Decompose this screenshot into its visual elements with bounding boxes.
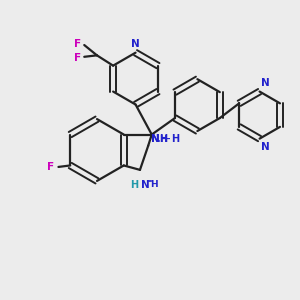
Text: H: H [159, 135, 167, 144]
Text: H: H [159, 134, 167, 144]
Text: H: H [171, 134, 179, 144]
Text: F: F [47, 162, 54, 172]
Text: F: F [74, 53, 81, 63]
Text: N: N [151, 134, 159, 144]
Text: N: N [261, 78, 270, 88]
Text: F: F [74, 39, 81, 49]
Text: N: N [151, 134, 160, 144]
Text: H: H [130, 180, 139, 190]
Text: H: H [150, 180, 158, 189]
Text: N: N [261, 142, 270, 152]
Text: N: N [131, 39, 140, 49]
Text: –: – [166, 135, 170, 144]
Text: N: N [141, 180, 150, 190]
